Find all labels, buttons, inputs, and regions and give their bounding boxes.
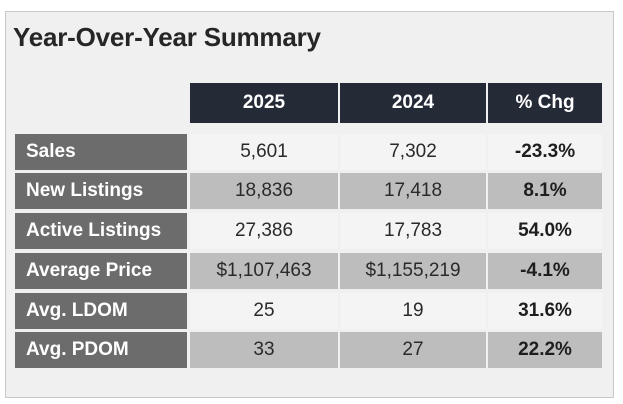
value-2024: 17,783 (340, 213, 486, 249)
row-label: Sales (15, 134, 187, 170)
value-pct-change: -23.3% (488, 134, 602, 170)
value-2025: 33 (190, 332, 338, 368)
column-header-pct-change: % Chg (488, 83, 602, 123)
value-2025: 27,386 (190, 213, 338, 249)
row-label: Active Listings (15, 213, 187, 249)
row-label: Avg. PDOM (15, 332, 187, 368)
value-2025: $1,107,463 (190, 253, 338, 289)
value-pct-change: 31.6% (488, 293, 602, 329)
row-label: New Listings (15, 173, 187, 209)
value-2025: 25 (190, 293, 338, 329)
column-header-2025: 2025 (190, 83, 338, 123)
value-2024: 27 (340, 332, 486, 368)
value-2024: 19 (340, 293, 486, 329)
value-pct-change: -4.1% (488, 253, 602, 289)
value-pct-change: 8.1% (488, 173, 602, 209)
value-pct-change: 22.2% (488, 332, 602, 368)
value-2025: 18,836 (190, 173, 338, 209)
column-header-2024: 2024 (340, 83, 486, 123)
row-label: Average Price (15, 253, 187, 289)
row-label: Avg. LDOM (15, 293, 187, 329)
value-2024: 17,418 (340, 173, 486, 209)
value-2024: $1,155,219 (340, 253, 486, 289)
value-2024: 7,302 (340, 134, 486, 170)
value-2025: 5,601 (190, 134, 338, 170)
page-title: Year-Over-Year Summary (13, 22, 321, 52)
value-pct-change: 54.0% (488, 213, 602, 249)
